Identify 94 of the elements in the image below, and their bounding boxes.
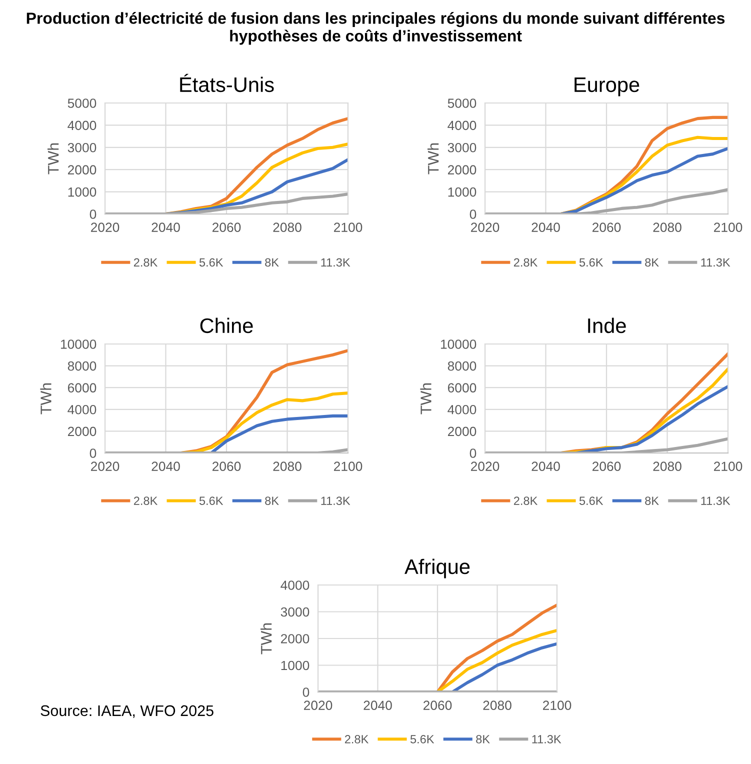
- legend-label: 2.8K: [514, 496, 538, 505]
- x-tick-label: 2100: [714, 222, 742, 232]
- x-tick-label: 2100: [542, 700, 572, 710]
- x-tick-label: 2100: [714, 462, 742, 472]
- y-axis-title: TWh: [420, 383, 432, 414]
- y-tick-label: 6000: [448, 383, 476, 393]
- x-tick-label: 2020: [90, 222, 120, 232]
- y-tick-label: 0: [470, 210, 476, 219]
- legend-label: 2.8K: [134, 496, 158, 505]
- y-tick-label: 5000: [448, 98, 476, 108]
- legend-label: 8K: [265, 496, 279, 505]
- y-tick-label: 5000: [68, 98, 96, 108]
- x-tick-label: 2020: [90, 462, 120, 472]
- legend-label: 8K: [476, 735, 490, 744]
- y-axis-title: TWh: [48, 143, 59, 174]
- x-tick-label: 2040: [532, 222, 560, 232]
- x-tick-label: 2040: [532, 462, 560, 472]
- legend-label: 5.6K: [199, 258, 224, 267]
- chart-title: Afrique: [404, 558, 470, 578]
- legend-label: 2.8K: [514, 258, 538, 267]
- legend-label: 11.3K: [701, 496, 730, 505]
- line-series: [436, 604, 557, 692]
- y-tick-label: 4000: [280, 580, 310, 590]
- x-tick-label: 2060: [423, 700, 452, 710]
- legend-label: 11.3K: [321, 258, 350, 267]
- y-axis-title: TWh: [40, 383, 52, 414]
- line-series: [574, 384, 728, 453]
- y-tick-label: 1000: [448, 187, 476, 197]
- y-tick-label: 0: [302, 688, 310, 697]
- x-tick-label: 2080: [483, 700, 512, 710]
- x-tick-label: 2040: [364, 700, 392, 710]
- y-tick-label: 3000: [448, 142, 476, 152]
- legend-label: 8K: [265, 258, 279, 267]
- y-tick-label: 2000: [280, 634, 310, 644]
- x-tick-label: 2080: [653, 462, 682, 472]
- legend-label: 5.6K: [579, 258, 604, 267]
- y-axis-title: TWh: [428, 143, 439, 174]
- source-note: Source: IAEA, WFO 2025: [40, 705, 214, 718]
- x-tick-label: 2040: [152, 462, 180, 472]
- y-tick-label: 6000: [68, 383, 96, 393]
- chart-title: Europe: [574, 78, 640, 96]
- x-tick-label: 2060: [592, 222, 621, 232]
- y-tick-label: 2000: [68, 165, 96, 175]
- legend-label: 11.3K: [321, 496, 350, 505]
- legend-label: 8K: [645, 258, 659, 267]
- y-tick-label: 4000: [448, 404, 476, 414]
- chart-title: États-Unis: [180, 74, 274, 92]
- x-tick-label: 2100: [334, 222, 362, 232]
- legend-label: 5.6K: [199, 496, 224, 505]
- x-tick-label: 2080: [273, 462, 302, 472]
- y-tick-label: 4000: [68, 404, 96, 414]
- y-axis-title: TWh: [260, 623, 272, 654]
- legend-label: 2.8K: [344, 735, 369, 744]
- x-tick-label: 2060: [592, 462, 621, 472]
- line-series: [485, 437, 728, 453]
- line-series: [485, 188, 728, 214]
- y-tick-label: 8000: [448, 361, 476, 371]
- y-tick-label: 4000: [448, 120, 476, 130]
- y-tick-label: 0: [90, 448, 96, 458]
- legend-label: 5.6K: [410, 735, 434, 744]
- legend-label: 5.6K: [579, 496, 604, 505]
- y-tick-label: 1000: [281, 660, 310, 670]
- text: Production d’électricité de fusion dans les principales régions du monde suivant différentes hypothèses de coûts d’investissement: [26, 12, 725, 45]
- legend-label: 11.3K: [701, 258, 730, 267]
- legend-label: 2.8K: [134, 258, 158, 267]
- line-series: [450, 642, 557, 692]
- y-tick-label: 3000: [280, 607, 310, 617]
- x-tick-label: 2080: [653, 222, 682, 232]
- x-tick-label: 2060: [212, 462, 241, 472]
- line-series: [436, 628, 557, 692]
- y-tick-label: 1000: [68, 187, 96, 197]
- y-tick-label: 0: [470, 448, 476, 458]
- x-tick-label: 2100: [334, 462, 362, 472]
- x-tick-label: 2040: [152, 222, 180, 232]
- y-tick-label: 10000: [60, 340, 96, 349]
- line-series: [210, 414, 348, 453]
- x-tick-label: 2080: [273, 222, 302, 232]
- legend-label: 8K: [645, 496, 659, 505]
- y-tick-label: 4000: [68, 120, 96, 130]
- legend-label: 11.3K: [532, 735, 562, 744]
- x-tick-label: 2020: [470, 222, 500, 232]
- y-tick-label: 2000: [448, 165, 476, 175]
- x-tick-label: 2020: [304, 700, 332, 710]
- y-tick-label: 10000: [440, 340, 476, 349]
- y-tick-label: 0: [90, 210, 96, 219]
- x-tick-label: 2060: [212, 222, 241, 232]
- chart-title: Inde: [588, 318, 626, 334]
- y-tick-label: 2000: [68, 426, 96, 436]
- chart-title: Chine: [200, 318, 253, 334]
- y-tick-label: 2000: [448, 426, 476, 436]
- y-tick-label: 8000: [68, 361, 96, 371]
- line-series: [105, 192, 348, 214]
- y-tick-label: 3000: [68, 142, 96, 152]
- x-tick-label: 2020: [470, 462, 500, 472]
